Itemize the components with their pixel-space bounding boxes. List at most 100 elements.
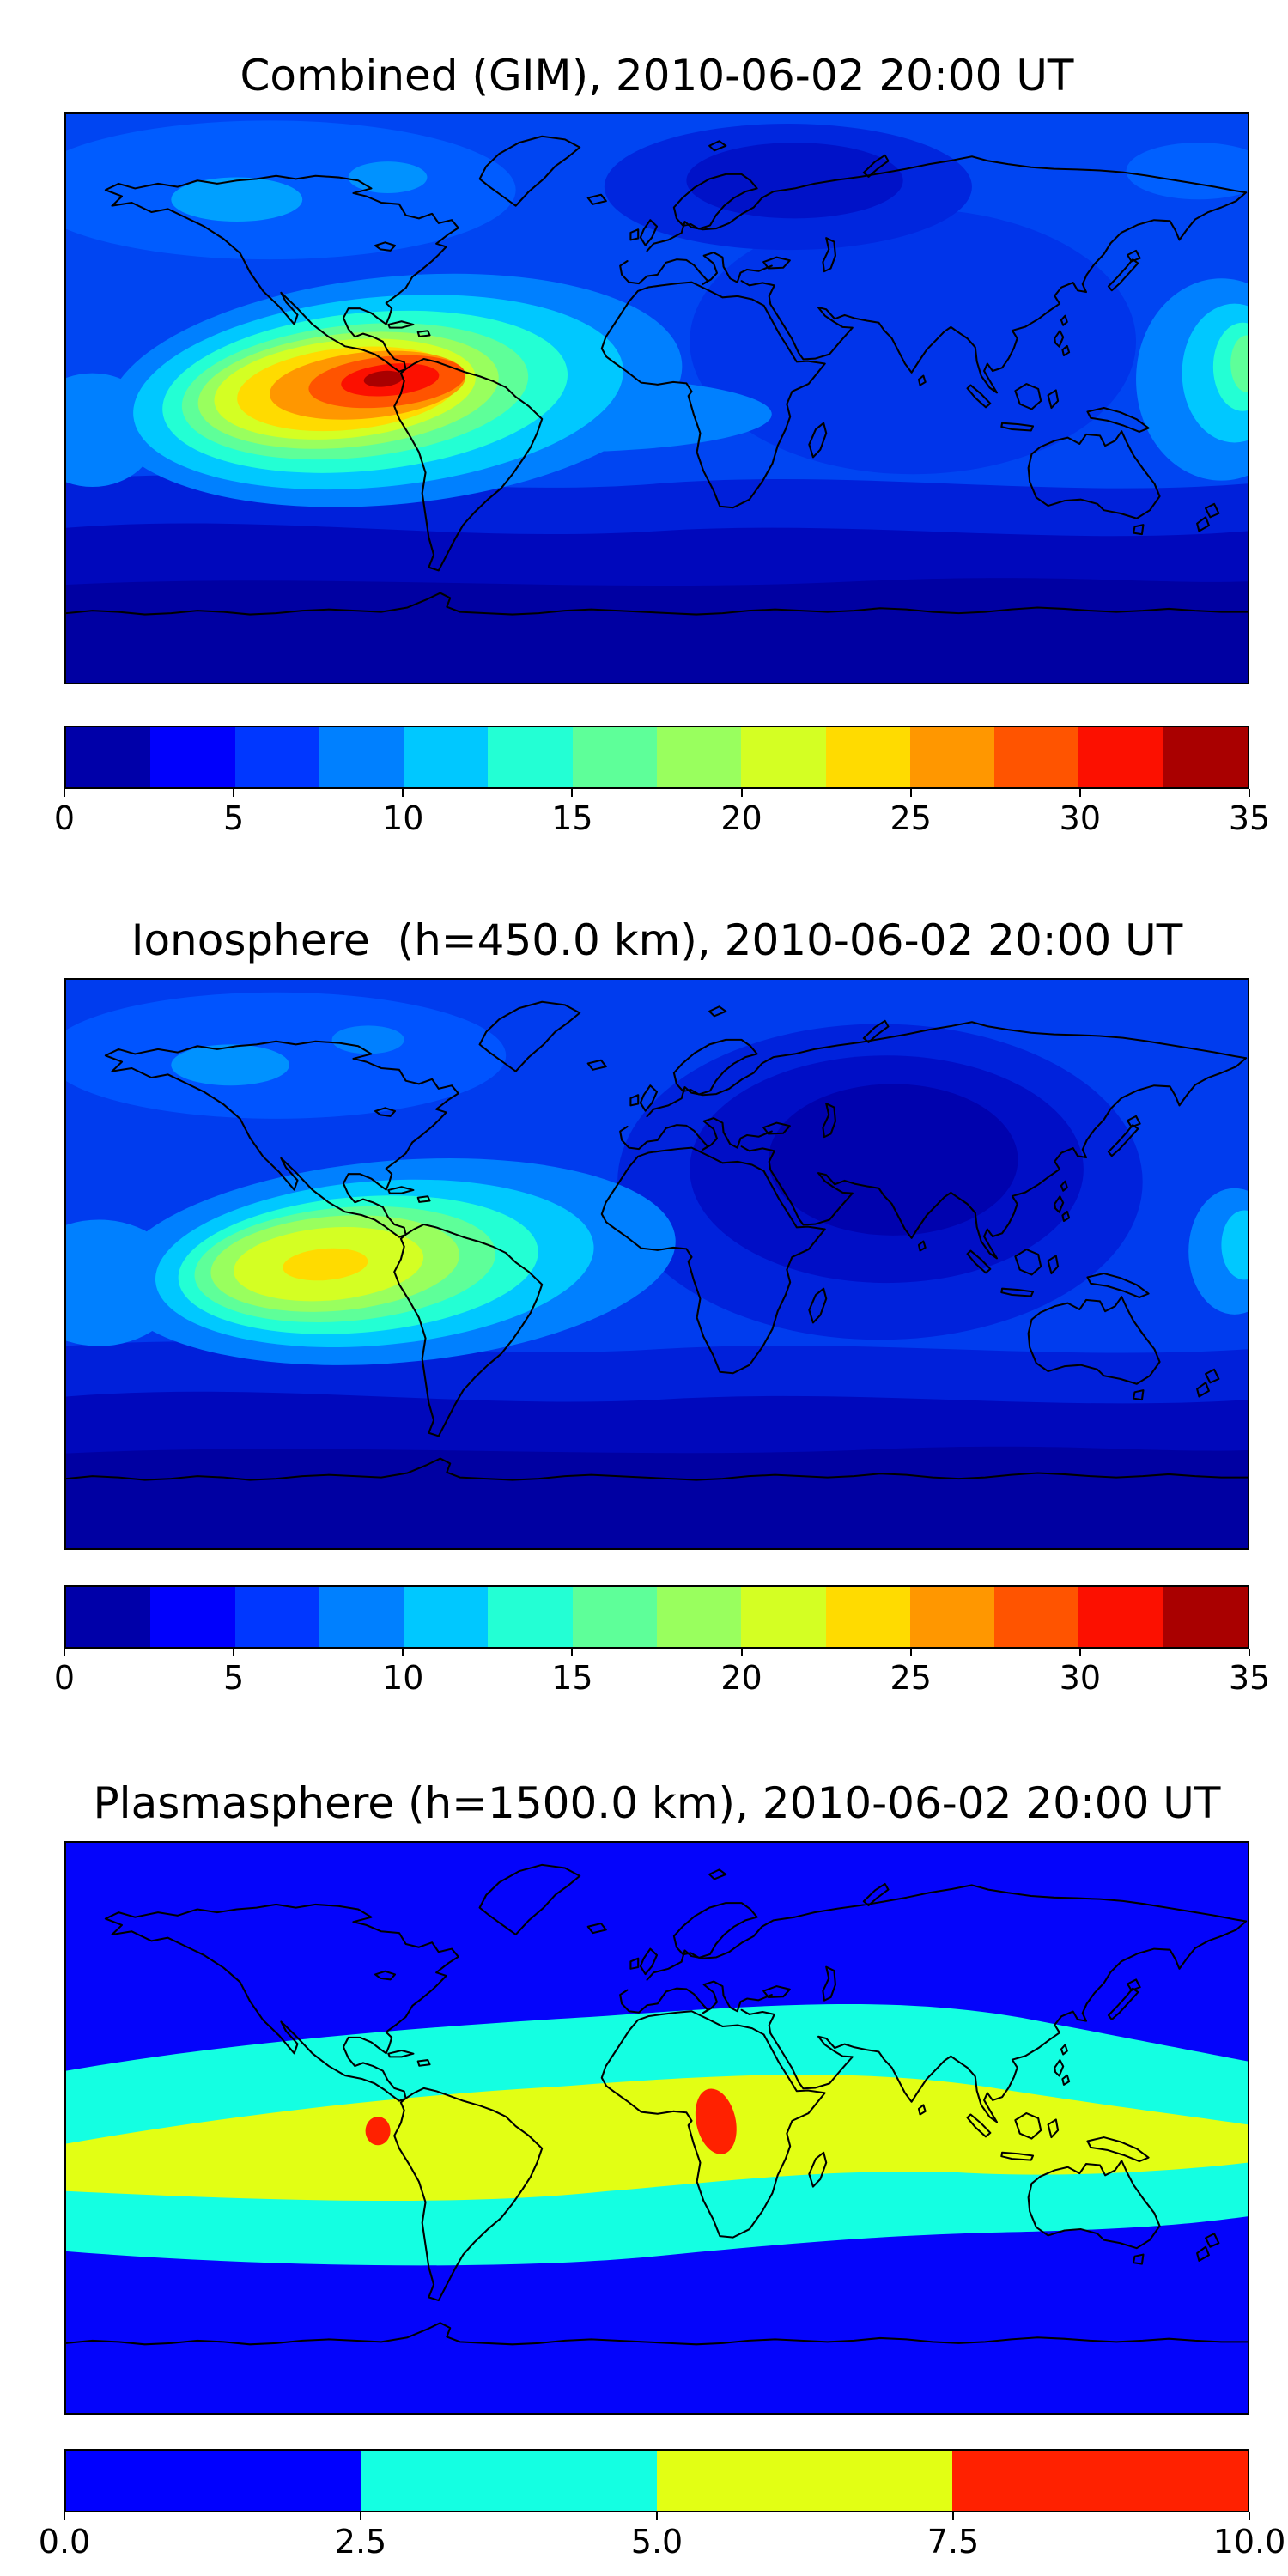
colorbar-segment [741, 1587, 826, 1647]
colorbar-segment [657, 2451, 952, 2511]
colorbar-tick [233, 1649, 235, 1656]
colorbar-segment [952, 2451, 1248, 2511]
colorbar-ticklabel: 15 [551, 1659, 593, 1697]
colorbar-segment [825, 727, 910, 787]
colorbar-segment [656, 1587, 742, 1647]
colorbar-tick [64, 1649, 65, 1656]
plasma-maxima [365, 2088, 737, 2154]
colorbar-ticklabels: 0 5 10 15 20 25 30 35 [54, 799, 1270, 839]
colorbar-segment [150, 727, 235, 787]
colorbar-segment [404, 727, 489, 787]
colorbar-ticklabel: 10 [382, 1659, 424, 1697]
colorbar-tick [402, 789, 404, 797]
colorbar-ticks [64, 789, 1250, 797]
panel-title: Combined (GIM), 2010-06-02 20:00 UT [240, 51, 1074, 100]
colorbar-segment [1078, 727, 1163, 787]
tec-background [66, 114, 1248, 683]
colorbar-segment [488, 727, 573, 787]
tec-hotspot [106, 273, 683, 507]
colorbar-segment [825, 1587, 910, 1647]
colorbar [64, 2449, 1249, 2512]
colorbar-ticklabel: 2.5 [334, 2523, 387, 2561]
colorbar-tick [740, 1649, 743, 1656]
colorbar-ticklabel: 7.5 [927, 2523, 980, 2561]
contour-plot-plasmasphere [66, 1843, 1248, 2413]
colorbar-segment [66, 2451, 361, 2511]
contour-plot-combined [66, 114, 1248, 683]
colorbar-ticklabel: 0 [53, 1659, 76, 1697]
colorbar-segment [488, 1587, 573, 1647]
colorbar-ticks [64, 1649, 1250, 1656]
colorbar-segment [909, 1587, 995, 1647]
colorbar-segment [234, 1587, 319, 1647]
colorbar-segment [404, 1587, 489, 1647]
colorbar-tick [233, 789, 235, 797]
colorbar-segments [66, 727, 1248, 787]
colorbar-tick [64, 2512, 65, 2520]
contour-plot-ionosphere [66, 980, 1248, 1548]
plasma-band-yellow [66, 2075, 1248, 2202]
colorbar-tick [360, 2512, 361, 2520]
colorbar-tick [1249, 2512, 1250, 2520]
colorbar-ticklabel: 5.0 [630, 2523, 683, 2561]
colorbar-tick [1249, 789, 1250, 797]
colorbar-ticklabel: 35 [1228, 799, 1271, 837]
colorbar-tick [571, 1649, 574, 1656]
colorbar-ticklabel: 30 [1059, 799, 1102, 837]
colorbar-segment [1163, 1587, 1248, 1647]
colorbar-ticklabel: 35 [1228, 1659, 1271, 1697]
colorbar-segment [572, 1587, 657, 1647]
colorbar-ticklabel: 10 [382, 799, 424, 837]
colorbar-ticklabel: 0.0 [38, 2523, 91, 2561]
colorbar-ticklabels: 0 5 10 15 20 25 30 35 [54, 1659, 1270, 1698]
colorbar-segment [572, 727, 657, 787]
colorbar-tick [740, 789, 743, 797]
tec-hotspot [112, 1157, 676, 1365]
colorbar-segment [319, 727, 404, 787]
colorbar-segment [361, 2451, 657, 2511]
colorbar-tick [571, 789, 574, 797]
colorbar [64, 1585, 1249, 1649]
colorbar-ticklabel: 15 [551, 799, 593, 837]
colorbar-tick [909, 789, 912, 797]
colorbar-tick [952, 2512, 954, 2520]
colorbar-ticks [64, 2512, 1250, 2520]
colorbar-segment [150, 1587, 235, 1647]
colorbar-tick [402, 1649, 404, 1656]
colorbar-tick [1078, 1649, 1081, 1656]
colorbar-segment [994, 727, 1079, 787]
colorbar-segment [66, 1587, 151, 1647]
colorbar-tick [64, 789, 65, 797]
colorbar-segment [319, 1587, 404, 1647]
colorbar-tick [1078, 789, 1081, 797]
colorbar-ticklabel: 10.0 [1212, 2523, 1286, 2561]
tec-background [66, 980, 1248, 1548]
panel-title: Plasmasphere (h=1500.0 km), 2010-06-02 2… [93, 1778, 1221, 1828]
colorbar-ticklabel: 20 [720, 1659, 762, 1697]
colorbar-segments [66, 2451, 1248, 2511]
colorbar-segment [234, 727, 319, 787]
colorbar-tick [1249, 1649, 1250, 1656]
colorbar-segment [1163, 727, 1248, 787]
colorbar-tick [656, 2512, 658, 2520]
colorbar-segment [656, 727, 742, 787]
colorbar-ticklabel: 25 [890, 799, 932, 837]
colorbar [64, 726, 1249, 789]
colorbar-ticklabel: 20 [720, 799, 762, 837]
colorbar-tick [909, 1649, 912, 1656]
map-plasmasphere [64, 1841, 1249, 2415]
colorbar-segment [909, 727, 995, 787]
colorbar-ticklabels: 0.0 2.5 5.0 7.5 10.0 [39, 2523, 1286, 2562]
map-combined-gim [64, 112, 1249, 684]
colorbar-ticklabel: 5 [223, 1659, 245, 1697]
colorbar-segment [66, 727, 151, 787]
colorbar-ticklabel: 25 [890, 1659, 932, 1697]
map-ionosphere [64, 978, 1249, 1550]
colorbar-ticklabel: 0 [53, 799, 76, 837]
colorbar-segment [1078, 1587, 1163, 1647]
colorbar-ticklabel: 30 [1059, 1659, 1102, 1697]
colorbar-segments [66, 1587, 1248, 1647]
colorbar-segment [994, 1587, 1079, 1647]
colorbar-segment [741, 727, 826, 787]
